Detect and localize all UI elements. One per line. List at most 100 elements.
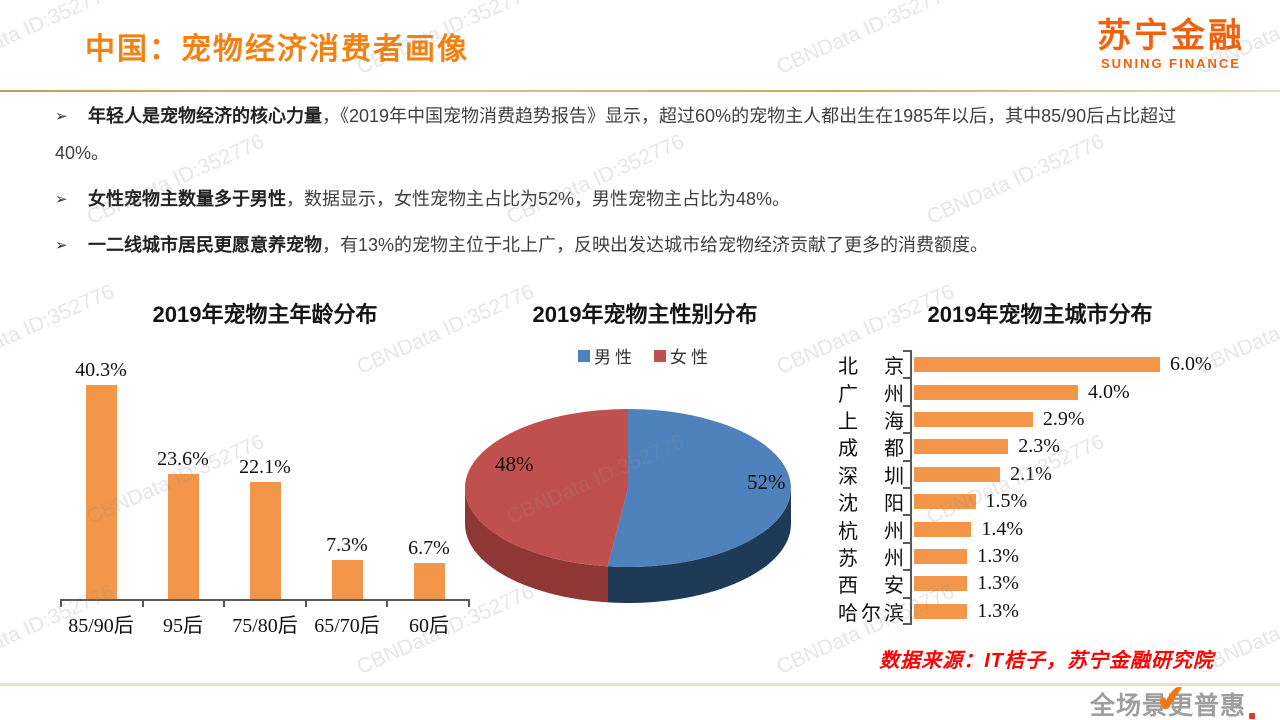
city-bar-value-label: 4.0%: [1088, 380, 1130, 403]
city-category-label: 深圳: [838, 465, 904, 488]
bottom-divider-rule: [0, 683, 1280, 686]
city-bar: [914, 384, 1078, 400]
city-bar: [914, 603, 968, 619]
city-row: 上海 2.9%: [838, 404, 1240, 433]
city-category-label: 杭州: [838, 520, 904, 543]
bullet-rest-text: ，数据显示，女性宠物主占比为52%，男性宠物主占比为48%。: [286, 189, 791, 209]
city-bar: [914, 411, 1033, 427]
age-category-label: 95后: [163, 615, 203, 637]
check-icon: ✔: [1153, 676, 1190, 720]
city-category-label: 哈尔滨: [838, 602, 904, 625]
pie-slice-female: [464, 409, 628, 567]
title-divider-rule: [0, 90, 1280, 92]
bullet-bold-text: 女性宠物主数量多于男性: [88, 189, 286, 209]
age-bar-value-label: 23.6%: [157, 447, 209, 470]
age-bar-column: 6.7%: [388, 537, 470, 599]
data-source-note: 数据来源：IT桔子，苏宁金融研究院: [879, 650, 1214, 672]
tagline-dot-icon: [1249, 713, 1255, 719]
page-title: 中国：宠物经济消费者画像: [85, 33, 469, 66]
legend-female-swatch-icon: [654, 349, 666, 362]
gender-legend: 男性 女性: [455, 343, 835, 368]
city-row: 深圳 2.1%: [838, 459, 1240, 488]
city-category-label: 北京: [838, 356, 904, 379]
bullet-rest-text: ，有13%的宠物主位于北上广，反映出发达城市给宠物经济贡献了更多的消费额度。: [322, 235, 989, 255]
pie-slice-male: [607, 409, 791, 567]
age-bar: [249, 481, 281, 599]
city-chart-title: 2019年宠物主城市分布: [927, 302, 1153, 327]
pie-label-female: 48%: [495, 452, 534, 476]
age-chart-axis-ticks: [60, 601, 470, 607]
age-chart-category-labels: 85/90后 95后 75/80后 65/70后 60后: [60, 607, 470, 638]
age-bar-column: 22.1%: [224, 456, 306, 599]
bullet-arrow-icon: ➢: [55, 108, 68, 125]
bullet-arrow-icon: ➢: [55, 237, 68, 254]
bullet-bold-text: 一二线城市居民更愿意养宠物: [88, 235, 322, 255]
age-bar-column: 40.3%: [60, 359, 142, 599]
bullet-item-city: ➢ 一二线城市居民更愿意养宠物，有13%的宠物主位于北上广，反映出发达城市给宠物经…: [55, 227, 1223, 264]
city-row: 北京 6.0%: [838, 349, 1240, 378]
city-row: 杭州 1.4%: [838, 514, 1240, 543]
age-chart-title: 2019年宠物主年龄分布: [152, 302, 378, 327]
age-bar: [167, 473, 199, 599]
city-category-label: 苏州: [838, 547, 904, 570]
footer-tagline-logo: 全场景更普惠 ✔: [1089, 676, 1255, 720]
age-distribution-chart: 2019年宠物主年龄分布 40.3% 23.6% 22.1% 7.3% 6.7% 85/…: [60, 297, 470, 638]
gender-chart-title: 2019年宠物主性别分布: [532, 302, 758, 327]
legend-female-label: 女性: [670, 348, 712, 367]
bullet-item-gender: ➢ 女性宠物主数量多于男性，数据显示，女性宠物主占比为52%，男性宠物主占比为48…: [55, 181, 1223, 218]
city-category-label: 西安: [838, 575, 904, 598]
city-row: 苏州 1.3%: [838, 541, 1240, 570]
age-bar: [85, 385, 117, 599]
city-chart-plot: 北京 6.0% 广州 4.0% 上海 2.9% 成都 2.3% 深圳 2.1% 沈阳 1.5% 杭州 1.…: [838, 349, 1240, 625]
city-category-label: 广州: [838, 383, 904, 406]
suning-finance-logo: 苏宁金融 SUNING FINANCE: [1097, 18, 1245, 71]
pie-side-female: [465, 488, 608, 603]
axis-tick: [386, 601, 470, 607]
city-bar: [914, 466, 1001, 482]
city-bar: [914, 357, 1160, 373]
city-row: 广州 4.0%: [838, 377, 1240, 406]
gender-pie-3d: 48% 52%: [464, 409, 791, 604]
city-bar: [914, 521, 972, 537]
age-bar-column: 7.3%: [306, 534, 388, 599]
city-bar: [914, 494, 976, 510]
city-bar: [914, 439, 1009, 455]
city-bar-value-label: 2.3%: [1018, 435, 1060, 458]
pie-label-male: 52%: [747, 470, 786, 494]
axis-tick: [223, 601, 305, 607]
age-category-label: 85/90后: [68, 615, 134, 637]
city-row: 哈尔滨 1.3%: [838, 596, 1240, 625]
city-category-label: 成都: [838, 438, 904, 461]
legend-item-male: 男性: [578, 343, 636, 368]
age-bar-value-label: 22.1%: [239, 455, 291, 478]
tagline-text: 全场景更普惠: [1089, 692, 1246, 720]
city-row: 西安 1.3%: [838, 569, 1240, 597]
logo-english-text: SUNING FINANCE: [1101, 56, 1241, 71]
axis-tick: [141, 601, 224, 607]
axis-tick: [60, 601, 142, 607]
city-bar-value-label: 2.1%: [1010, 462, 1052, 485]
bullet-arrow-icon: ➢: [55, 191, 68, 208]
city-row: 成都 2.3%: [838, 432, 1240, 460]
bullet-rest-text: ，《2019年中国宠物消费趋势报告》显示，超过60%的宠物主人都出生在1985年…: [55, 106, 1177, 163]
age-bar: [413, 563, 445, 599]
city-bar: [914, 576, 968, 592]
city-category-label: 沈阳: [838, 493, 904, 516]
watermark-text: CBNData ID:352776: [773, 0, 958, 79]
legend-item-female: 女性: [654, 343, 712, 368]
age-category-label: 65/70后: [314, 615, 380, 637]
bullet-item-age: ➢ 年轻人是宠物经济的核心力量，《2019年中国宠物消费趋势报告》显示，超过60%…: [55, 98, 1223, 172]
city-bar-value-label: 2.9%: [1042, 407, 1085, 430]
city-bar-value-label: 1.4%: [981, 517, 1024, 540]
city-bar-value-label: 1.3%: [977, 572, 1019, 595]
age-bar-column: 23.6%: [142, 448, 224, 599]
city-bar-value-label: 6.0%: [1170, 353, 1212, 376]
pie-side-male: [607, 488, 791, 604]
city-category-label: 上海: [838, 410, 904, 433]
age-bar-value-label: 6.7%: [408, 537, 450, 560]
city-row: 沈阳 1.5%: [838, 486, 1240, 515]
age-bar: [331, 560, 363, 599]
bullet-list: ➢ 年轻人是宠物经济的核心力量，《2019年中国宠物消费趋势报告》显示，超过60%…: [55, 98, 1223, 273]
gender-distribution-chart: 2019年宠物主性别分布 男性 女性 48% 52%: [455, 297, 835, 604]
